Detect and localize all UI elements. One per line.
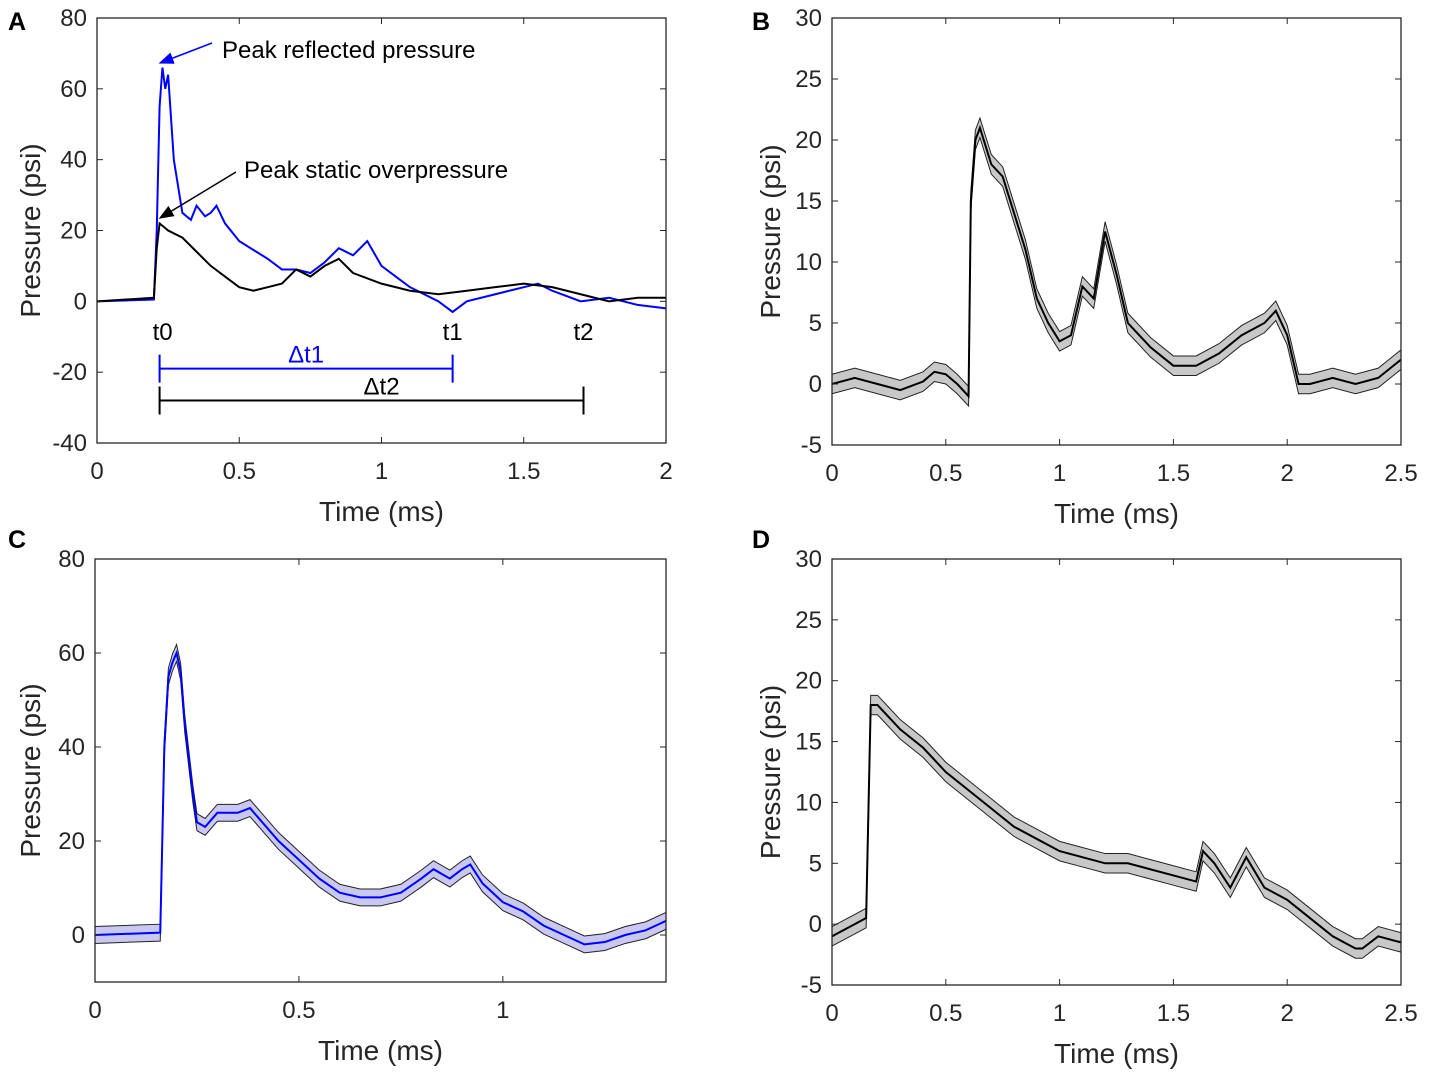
- panel-letter: A: [8, 8, 26, 36]
- x-tick-label: 2: [1281, 460, 1294, 487]
- label-t2: t2: [573, 319, 593, 346]
- x-tick-label: 2: [659, 458, 672, 485]
- error-band: [832, 118, 1401, 406]
- series-line-0: [831, 704, 1402, 950]
- y-tick-label: 20: [795, 668, 822, 695]
- x-tick-label: 0.5: [282, 997, 315, 1024]
- y-tick-label: 20: [60, 218, 87, 245]
- label-dt2: Δt2: [364, 374, 400, 401]
- series-line-0: [96, 67, 667, 314]
- x-axis-label: Time (ms): [318, 1035, 443, 1066]
- y-tick-label: 20: [58, 828, 85, 855]
- x-tick-label: 0.5: [929, 460, 962, 487]
- y-tick-label: 25: [795, 66, 822, 93]
- x-axis-label: Time (ms): [1054, 1038, 1179, 1069]
- y-tick-label: -5: [801, 972, 822, 999]
- y-tick-label: 0: [809, 911, 822, 938]
- band-lower-edge: [831, 714, 1402, 959]
- y-axis-label: Pressure (psi): [15, 683, 46, 857]
- y-tick-label: 5: [809, 850, 822, 877]
- x-tick-label: 0: [90, 458, 103, 485]
- x-tick-label: 1: [1053, 1000, 1066, 1027]
- error-band: [832, 695, 1401, 959]
- axes-box: [831, 558, 1402, 986]
- axes-box: [831, 17, 1402, 446]
- band-lower-edge: [831, 136, 1402, 408]
- y-tick-label: 60: [60, 76, 87, 103]
- series-line-1: [96, 221, 666, 303]
- x-tick-label: 0: [825, 460, 838, 487]
- y-axis-label: Pressure (psi): [15, 143, 46, 317]
- panel-A: A 0 0.5 1 1.5 2 -40 -20 0 20 40 60 80 Time (ms) Pressu…: [8, 5, 673, 527]
- panel-letter: C: [8, 526, 26, 554]
- y-tick-label: 60: [58, 640, 85, 667]
- x-tick-label: 0: [88, 997, 101, 1024]
- y-tick-label: 10: [795, 249, 822, 276]
- y-tick-label: 0: [74, 288, 87, 315]
- series-line-0: [831, 124, 1402, 399]
- label-t1: t1: [443, 319, 463, 346]
- y-tick-label: 10: [795, 789, 822, 816]
- y-axis-label: Pressure (psi): [755, 144, 786, 318]
- y-axis-label: Pressure (psi): [755, 685, 786, 859]
- band-upper-edge: [831, 694, 1402, 940]
- y-tick-label: 80: [60, 5, 87, 32]
- label-peak-static: Peak static overpressure: [244, 157, 508, 184]
- y-tick-label: 5: [809, 310, 822, 337]
- y-tick-label: 15: [795, 729, 822, 756]
- error-band: [95, 644, 666, 953]
- x-axis-label: Time (ms): [319, 496, 444, 527]
- panel-letter: D: [752, 526, 770, 554]
- y-tick-label: -20: [52, 359, 87, 386]
- x-tick-label: 0.5: [929, 1000, 962, 1027]
- x-axis-label: Time (ms): [1054, 498, 1179, 529]
- arrow-peak-reflected: [158, 42, 213, 64]
- series-line-0: [94, 649, 667, 946]
- y-tick-label: 0: [72, 922, 85, 949]
- band-upper-edge: [94, 642, 667, 937]
- y-tick-label: -5: [801, 432, 822, 459]
- y-tick-label: 40: [60, 147, 87, 174]
- x-tick-label: 0: [825, 1000, 838, 1027]
- label-peak-reflected: Peak reflected pressure: [222, 37, 475, 64]
- y-tick-label: 30: [795, 546, 822, 573]
- label-dt1: Δt1: [288, 342, 324, 369]
- y-tick-label: 30: [795, 5, 822, 32]
- y-tick-label: 20: [795, 127, 822, 154]
- x-tick-label: 1: [375, 458, 388, 485]
- annotations: Peak reflected pressure Peak static overp…: [153, 37, 594, 415]
- band-lower-edge: [94, 659, 667, 954]
- panel-C: C 0 0.5 1 0 20 40 60 80 Time (ms) Pressure (psi): [8, 526, 667, 1066]
- y-tick-label: 15: [795, 188, 822, 215]
- x-tick-label: 2: [1281, 1000, 1294, 1027]
- x-tick-label: 1: [1053, 460, 1066, 487]
- x-tick-label: 2.5: [1384, 460, 1417, 487]
- x-tick-label: 1.5: [507, 458, 540, 485]
- x-tick-label: 1: [496, 997, 509, 1024]
- band-upper-edge: [831, 116, 1402, 388]
- y-tick-label: -40: [52, 430, 87, 457]
- arrow-peak-static: [158, 171, 237, 219]
- y-tick-label: 80: [58, 546, 85, 573]
- x-tick-label: 0.5: [223, 458, 256, 485]
- label-t0: t0: [153, 319, 173, 346]
- x-tick-label: 1.5: [1157, 1000, 1190, 1027]
- y-tick-label: 40: [58, 734, 85, 761]
- x-tick-label: 1.5: [1157, 460, 1190, 487]
- x-tick-label: 2.5: [1384, 1000, 1417, 1027]
- y-tick-label: 25: [795, 607, 822, 634]
- panel-letter: B: [752, 8, 770, 36]
- axes-box: [94, 558, 667, 983]
- y-tick-label: 0: [809, 371, 822, 398]
